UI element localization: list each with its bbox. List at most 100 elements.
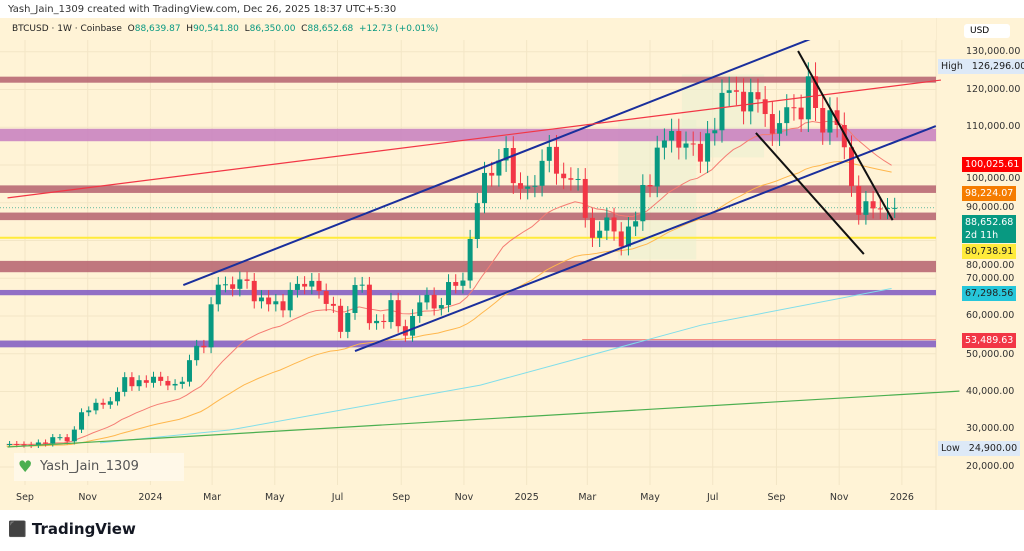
candle-body [230, 284, 236, 289]
support-resistance-zone [0, 185, 936, 193]
price-tag-label: Low [941, 443, 960, 454]
x-tick-label: May [640, 492, 660, 503]
candle-body [539, 160, 545, 186]
logo-text: TradingView [31, 520, 136, 538]
candle-body [7, 443, 13, 445]
price-tag: 88,652.68 2d 11h [962, 215, 1017, 244]
x-tick-label: May [264, 492, 285, 503]
open-value: 88,639.87 [134, 24, 181, 34]
candle-body [884, 208, 890, 210]
candle-body [791, 107, 797, 109]
low-label: L [244, 24, 250, 34]
candle-body [467, 238, 473, 281]
candle-body [446, 282, 452, 306]
channel-upper [182, 37, 813, 286]
caption-bar [0, 0, 1024, 18]
candle-body [697, 143, 703, 162]
x-tick-label: Nov [78, 492, 97, 503]
heart-icon: ♥ [18, 457, 33, 476]
symbol[interactable]: BTCUSD · 1W · Coinbase [12, 24, 122, 34]
candle-body [287, 289, 293, 311]
candle-body [21, 444, 27, 446]
candle-body [158, 376, 164, 381]
price-tag-value: 80,738.91 [965, 246, 1014, 258]
x-tick-label: 2026 [889, 492, 914, 503]
candle-body [93, 402, 99, 411]
price-tag: 98,224.07 [962, 186, 1017, 202]
ma-200-line [99, 287, 892, 444]
candle-body [323, 291, 329, 304]
candle-body [640, 185, 646, 222]
candle-body [748, 92, 754, 112]
support-resistance-zone [0, 340, 936, 348]
candle-body [863, 201, 869, 215]
candle-body [798, 107, 804, 120]
wedge-upper [797, 50, 894, 221]
candle-body [258, 297, 264, 302]
candle-body [517, 183, 523, 189]
candle-body [755, 92, 761, 100]
candle-body [179, 381, 185, 384]
resistance-trendline [7, 79, 942, 199]
support-resistance-zone [0, 128, 936, 142]
x-tick-label: Sep [392, 492, 411, 503]
candle-body [338, 305, 344, 332]
candle-body [719, 92, 725, 131]
candle-body [561, 173, 567, 179]
price-tag-value: 98,224.07 [965, 188, 1014, 200]
candle-body [194, 345, 200, 361]
x-tick-label: 2025 [514, 492, 539, 503]
candle-body [165, 380, 171, 386]
price-tag-value: 67,298.56 [965, 288, 1014, 300]
currency-button[interactable]: USD [964, 24, 1010, 38]
candle-body [453, 282, 459, 286]
candle-body [79, 412, 85, 430]
candle-body [503, 148, 509, 161]
candle-body [244, 279, 250, 281]
y-tick-label: 130,000.00 [966, 45, 1021, 57]
price-tag-value: 24,900.00 [968, 443, 1018, 454]
x-tick-label: Jul [331, 492, 344, 503]
price-tag: 67,298.56 [962, 286, 1017, 302]
candle-body [841, 124, 847, 148]
price-tag-value: 53,489.63 [965, 335, 1014, 347]
author-watermark: ♥ Yash_Jain_1309 [14, 453, 184, 481]
price-tag: 100,025.61 [962, 157, 1023, 173]
candle-body [201, 345, 207, 348]
candle-body [316, 280, 322, 292]
candle-body [143, 380, 149, 383]
support-resistance-zone [0, 76, 936, 83]
candle-body [532, 185, 538, 187]
candle-body [683, 143, 689, 148]
candle-body [633, 221, 639, 227]
candle-body [870, 201, 876, 209]
candle-body [330, 303, 336, 306]
candle-body [482, 172, 488, 204]
candle-body [14, 443, 20, 445]
candle-body [273, 301, 279, 305]
tradingview-logo[interactable]: ⬛ TradingView [8, 520, 136, 538]
x-tick-label: Sep [767, 492, 786, 503]
author-name: Yash_Jain_1309 [40, 459, 139, 474]
candle-body [50, 437, 56, 444]
candle-body [115, 391, 121, 402]
x-tick-label: Mar [578, 492, 597, 503]
candle-body [86, 410, 92, 413]
x-tick-label: Jul [706, 492, 719, 503]
x-tick-label: Mar [203, 492, 222, 503]
candle-body [604, 217, 610, 231]
candle-body [129, 377, 135, 387]
candle-body [762, 99, 768, 115]
candle-body [856, 186, 862, 215]
candle-body [424, 294, 430, 303]
y-tick-label: 60,000.00 [966, 310, 1015, 321]
candle-body [374, 320, 380, 324]
candle-body [57, 437, 63, 439]
price-tag-value: 88,652.68 [965, 217, 1014, 229]
candle-body [395, 300, 401, 327]
channel-lower [354, 125, 937, 353]
candle-body [647, 185, 653, 187]
candle-body [208, 304, 214, 348]
candle-body [546, 146, 552, 161]
